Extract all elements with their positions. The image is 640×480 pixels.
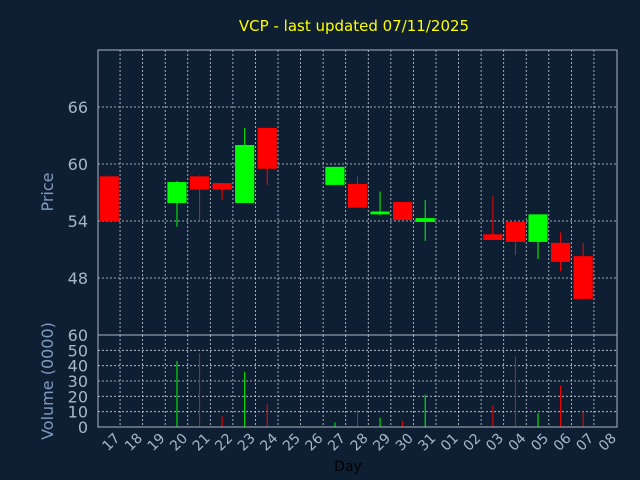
x-tick-label: 06 [551,430,575,454]
price-tick-label: 54 [68,212,88,231]
volume-tick-label: 40 [68,357,88,376]
candle-23 [235,127,255,203]
candle-07 [573,242,593,299]
price-tick-label: 60 [68,155,88,174]
x-tick-label: 07 [573,431,597,455]
price-panel: 48 54 60 66 Price [38,49,618,336]
candle-24 [257,127,277,185]
candle-body [528,214,548,242]
volume-axis-label: Volume (0000) [38,322,57,440]
candle-body [483,234,503,240]
price-axis-label: Price [38,172,57,211]
volume-frame [97,334,618,428]
candle-body [550,242,571,262]
candle-30 [393,202,413,221]
x-tick-label: 27 [325,431,349,455]
x-tick-label: 25 [280,431,304,455]
x-tick-label: 17 [99,431,123,455]
candle-body [347,183,368,208]
x-tick-label: 22 [212,431,236,455]
candle-21 [189,175,210,221]
candle-06 [550,232,571,272]
candle-body [235,145,255,203]
x-tick-label: 08 [596,431,620,455]
x-tick-label: 18 [122,431,146,455]
volume-tick-label: 30 [68,372,88,391]
x-tick-label: 01 [438,431,462,455]
candle-27 [325,166,345,185]
x-tick-label: 19 [145,431,169,455]
chart-title: VCP - last updated 07/11/2025 [239,17,469,35]
x-tick-label: 03 [483,431,507,455]
candle-body [505,221,526,242]
candle-body [370,211,390,215]
candle-31 [415,200,435,241]
candle-17 [99,175,119,221]
x-axis: 1718192021222324252627282930310102030405… [99,430,619,475]
candle-20 [167,181,187,227]
price-tick-label: 48 [68,269,88,288]
x-tick-label: 23 [235,431,259,455]
volume-tick-label: 50 [68,341,88,360]
x-axis-label: Day [334,459,362,475]
candle-body [325,166,345,185]
candle-03 [483,196,503,240]
x-tick-label: 24 [257,430,281,454]
candle-body [189,176,210,190]
x-tick-label: 26 [303,430,327,454]
x-tick-label: 29 [370,431,394,455]
x-tick-label: 31 [415,431,439,455]
candle-body [257,127,277,169]
candle-body [393,202,413,221]
candle-29 [370,191,390,216]
candle-body [99,176,119,221]
x-tick-label: 20 [167,431,191,455]
volume-tick-label: 60 [68,326,88,345]
x-tick-label: 21 [190,431,214,455]
candle-body [212,183,232,190]
x-tick-label: 28 [348,431,372,455]
candle-22 [212,183,232,201]
x-tick-label: 04 [506,430,530,454]
candle-28 [347,176,368,208]
volume-tick-label: 0 [78,418,88,437]
x-tick-label: 30 [393,431,417,455]
x-tick-label: 02 [461,431,485,455]
volume-tick-label: 20 [68,387,88,406]
candle-04 [505,221,526,256]
candle-body [573,256,593,299]
candle-body [167,182,187,203]
candle-body [415,218,435,222]
candle-05 [528,214,548,259]
price-tick-label: 66 [68,98,88,117]
volume-tick-label: 10 [68,403,88,422]
x-tick-label: 05 [528,431,552,455]
